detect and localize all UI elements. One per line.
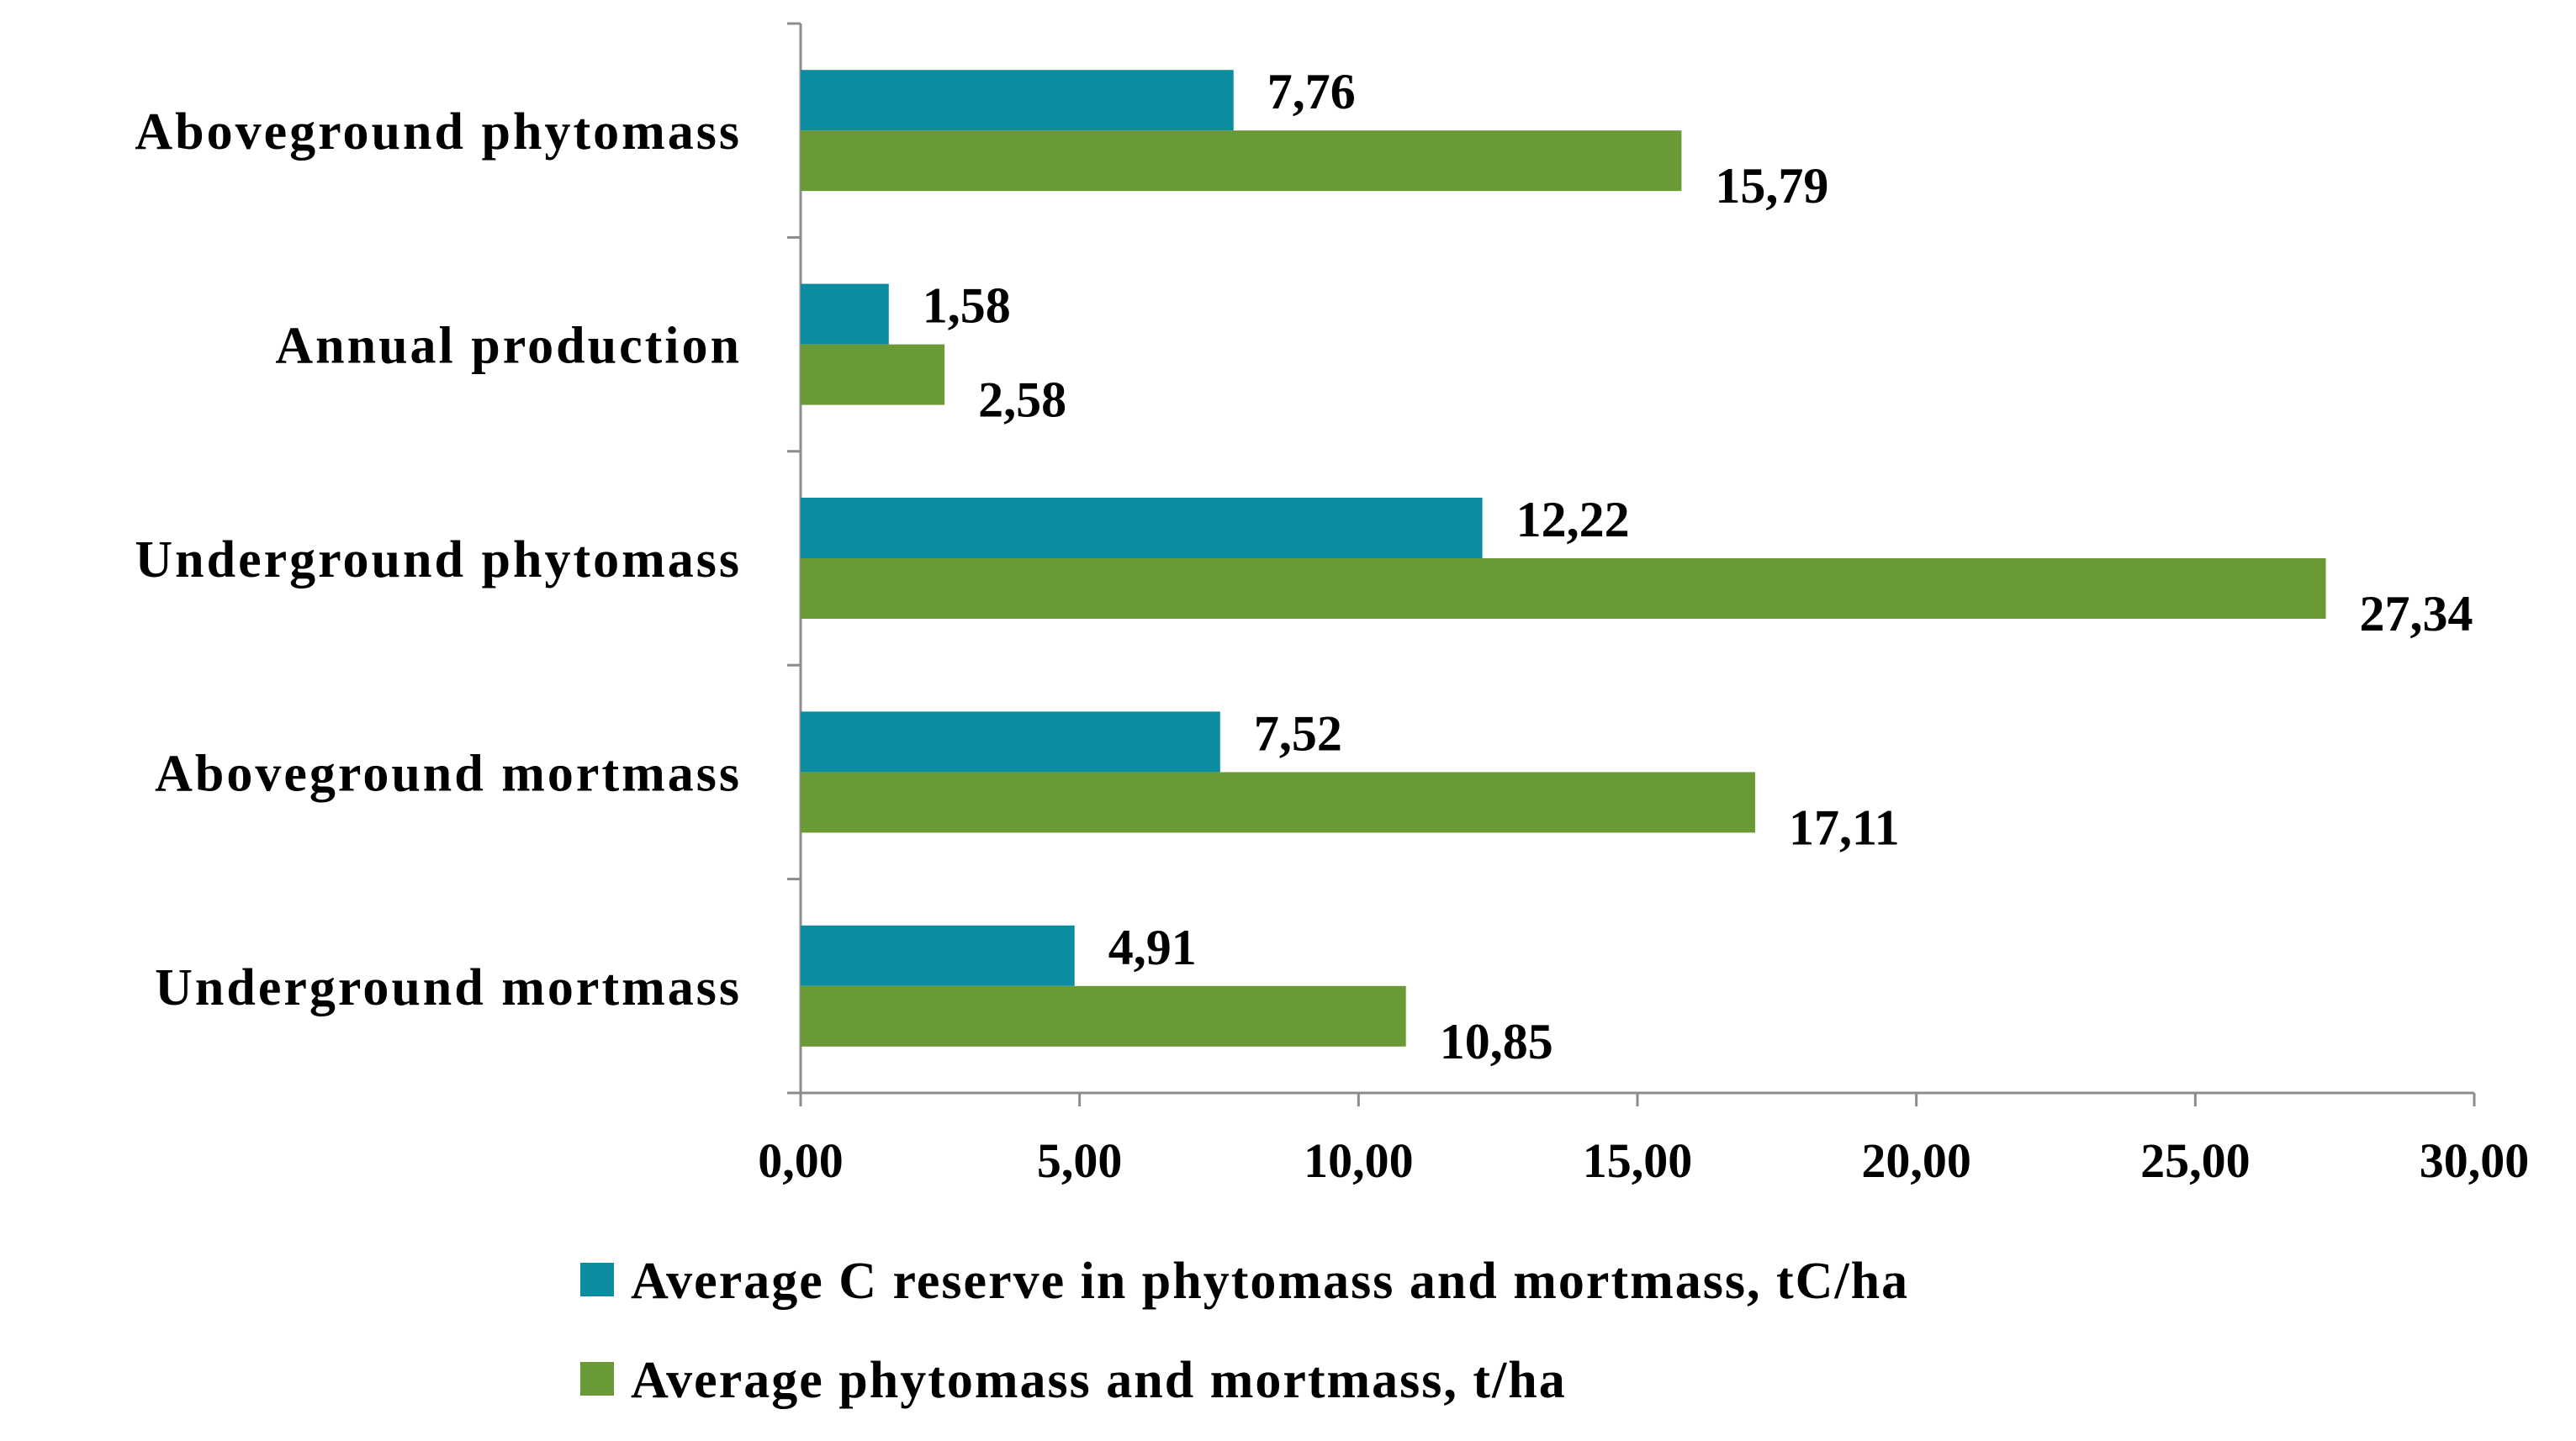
bar-series-1-1 [801, 283, 889, 345]
data-label-series-2: 17,11 [1789, 800, 1900, 855]
chart-axes: 0,00 5,00 10,00 15,00 20,00 25,00 30,00 [758, 22, 2530, 1188]
chart-bars [801, 70, 2326, 1047]
legend-swatch-1 [580, 1263, 614, 1296]
bar-series-2-2 [801, 558, 2326, 619]
data-label-series-2: 15,79 [1715, 158, 1828, 214]
data-label-series-1: 4,91 [1108, 920, 1197, 975]
x-tick-label: 25,00 [2140, 1133, 2251, 1188]
x-tick-label: 0,00 [758, 1133, 844, 1188]
data-label-series-2: 10,85 [1440, 1014, 1553, 1069]
x-tick-label: 5,00 [1037, 1133, 1123, 1188]
x-tick-label: 20,00 [1861, 1133, 1971, 1188]
category-label: Underground mortmass [155, 959, 742, 1016]
data-label-series-1: 1,58 [923, 278, 1011, 334]
bar-series-2-0 [801, 130, 1682, 192]
legend-label-1: Average C reserve in phytomass and mortm… [631, 1253, 1909, 1310]
category-label: Annual production [275, 318, 742, 375]
bar-series-1-3 [801, 711, 1220, 773]
x-tick-label: 10,00 [1304, 1133, 1414, 1188]
chart-labels: Aboveground phytomass 7,76 15,79 Annual pro… [135, 64, 2473, 1069]
data-label-series-1: 12,22 [1516, 492, 1630, 547]
legend-swatch-2 [580, 1362, 614, 1396]
bar-series-2-4 [801, 985, 1406, 1047]
chart-legend: Average C reserve in phytomass and mortm… [580, 1253, 1909, 1409]
category-label: Aboveground mortmass [155, 745, 742, 802]
data-label-series-2: 2,58 [978, 372, 1066, 428]
bar-series-1-2 [801, 498, 1483, 558]
category-label: Underground phytomass [135, 531, 742, 589]
x-tick-label: 15,00 [1583, 1133, 1693, 1188]
data-label-series-1: 7,52 [1254, 705, 1342, 761]
bar-series-2-1 [801, 344, 945, 405]
x-tick-label: 30,00 [2420, 1133, 2530, 1188]
category-label: Aboveground phytomass [135, 103, 742, 161]
bar-series-2-3 [801, 772, 1755, 833]
legend-label-2: Average phytomass and mortmass, t/ha [631, 1352, 1567, 1409]
bar-series-1-4 [801, 925, 1075, 986]
data-label-series-2: 27,34 [2360, 586, 2473, 641]
data-label-series-1: 7,76 [1267, 64, 1356, 119]
bar-series-1-0 [801, 70, 1234, 131]
